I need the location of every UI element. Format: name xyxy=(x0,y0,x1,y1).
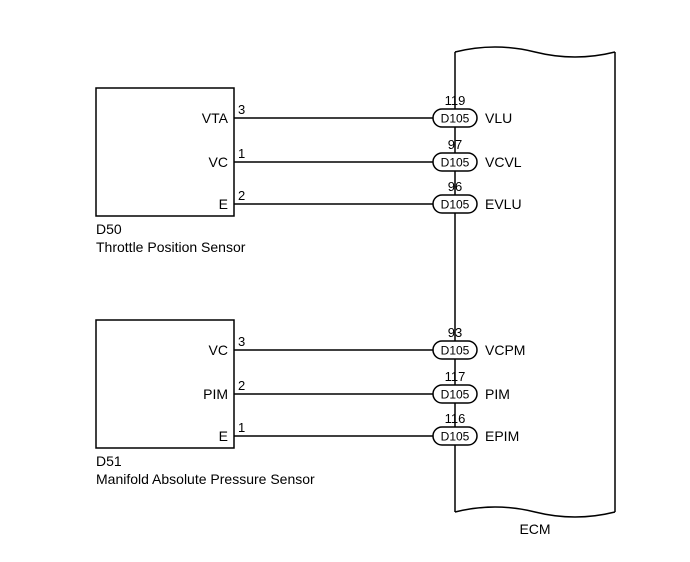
ecm-signal-epim: EPIM xyxy=(485,428,519,444)
pin-label-d50-vc: VC xyxy=(209,154,228,170)
pin-label-d51-vc: VC xyxy=(209,342,228,358)
sensor-box-d50 xyxy=(96,88,234,216)
ecm-top-wave xyxy=(455,47,615,57)
connector-id-evlu: D105 xyxy=(441,198,470,212)
ecm-pin-num-pim: 117 xyxy=(445,369,466,384)
ecm-signal-vcpm: VCPM xyxy=(485,342,525,358)
ecm-bottom-wave xyxy=(455,507,615,517)
pin-num-d51-e: 1 xyxy=(238,420,245,435)
sensor-box-d51 xyxy=(96,320,234,448)
sensor-title-d50-line1: Throttle Position Sensor xyxy=(96,239,246,255)
ecm-label: ECM xyxy=(519,521,550,537)
pin-label-d51-e: E xyxy=(219,428,228,444)
connector-id-vlu: D105 xyxy=(441,112,470,126)
sensor-title-d51-line0: D51 xyxy=(96,453,122,469)
pin-num-d50-vc: 1 xyxy=(238,146,245,161)
pin-num-d51-pim: 2 xyxy=(238,378,245,393)
ecm-pin-num-vcpm: 93 xyxy=(448,325,462,340)
connector-id-vcpm: D105 xyxy=(441,344,470,358)
ecm-signal-vlu: VLU xyxy=(485,110,512,126)
wiring-diagram: ECM D50 Throttle Position Sensor VTA 3 119 D10… xyxy=(0,0,690,562)
ecm-signal-evlu: EVLU xyxy=(485,196,522,212)
ecm-pin-num-vcvl: 97 xyxy=(448,137,462,152)
pin-label-d50-e: E xyxy=(219,196,228,212)
pin-label-d50-vta: VTA xyxy=(202,110,229,126)
ecm-signal-pim: PIM xyxy=(485,386,510,402)
pin-num-d51-vc: 3 xyxy=(238,334,245,349)
sensor-title-d50-line0: D50 xyxy=(96,221,122,237)
ecm-pin-num-vlu: 119 xyxy=(445,93,466,108)
connector-id-vcvl: D105 xyxy=(441,156,470,170)
pin-num-d50-vta: 3 xyxy=(238,102,245,117)
ecm-pin-num-evlu: 96 xyxy=(448,179,462,194)
connector-id-pim: D105 xyxy=(441,388,470,402)
pin-num-d50-e: 2 xyxy=(238,188,245,203)
ecm-pin-num-epim: 116 xyxy=(445,411,466,426)
sensor-title-d51-line1: Manifold Absolute Pressure Sensor xyxy=(96,471,315,487)
pin-label-d51-pim: PIM xyxy=(203,386,228,402)
ecm-signal-vcvl: VCVL xyxy=(485,154,522,170)
connector-id-epim: D105 xyxy=(441,430,470,444)
